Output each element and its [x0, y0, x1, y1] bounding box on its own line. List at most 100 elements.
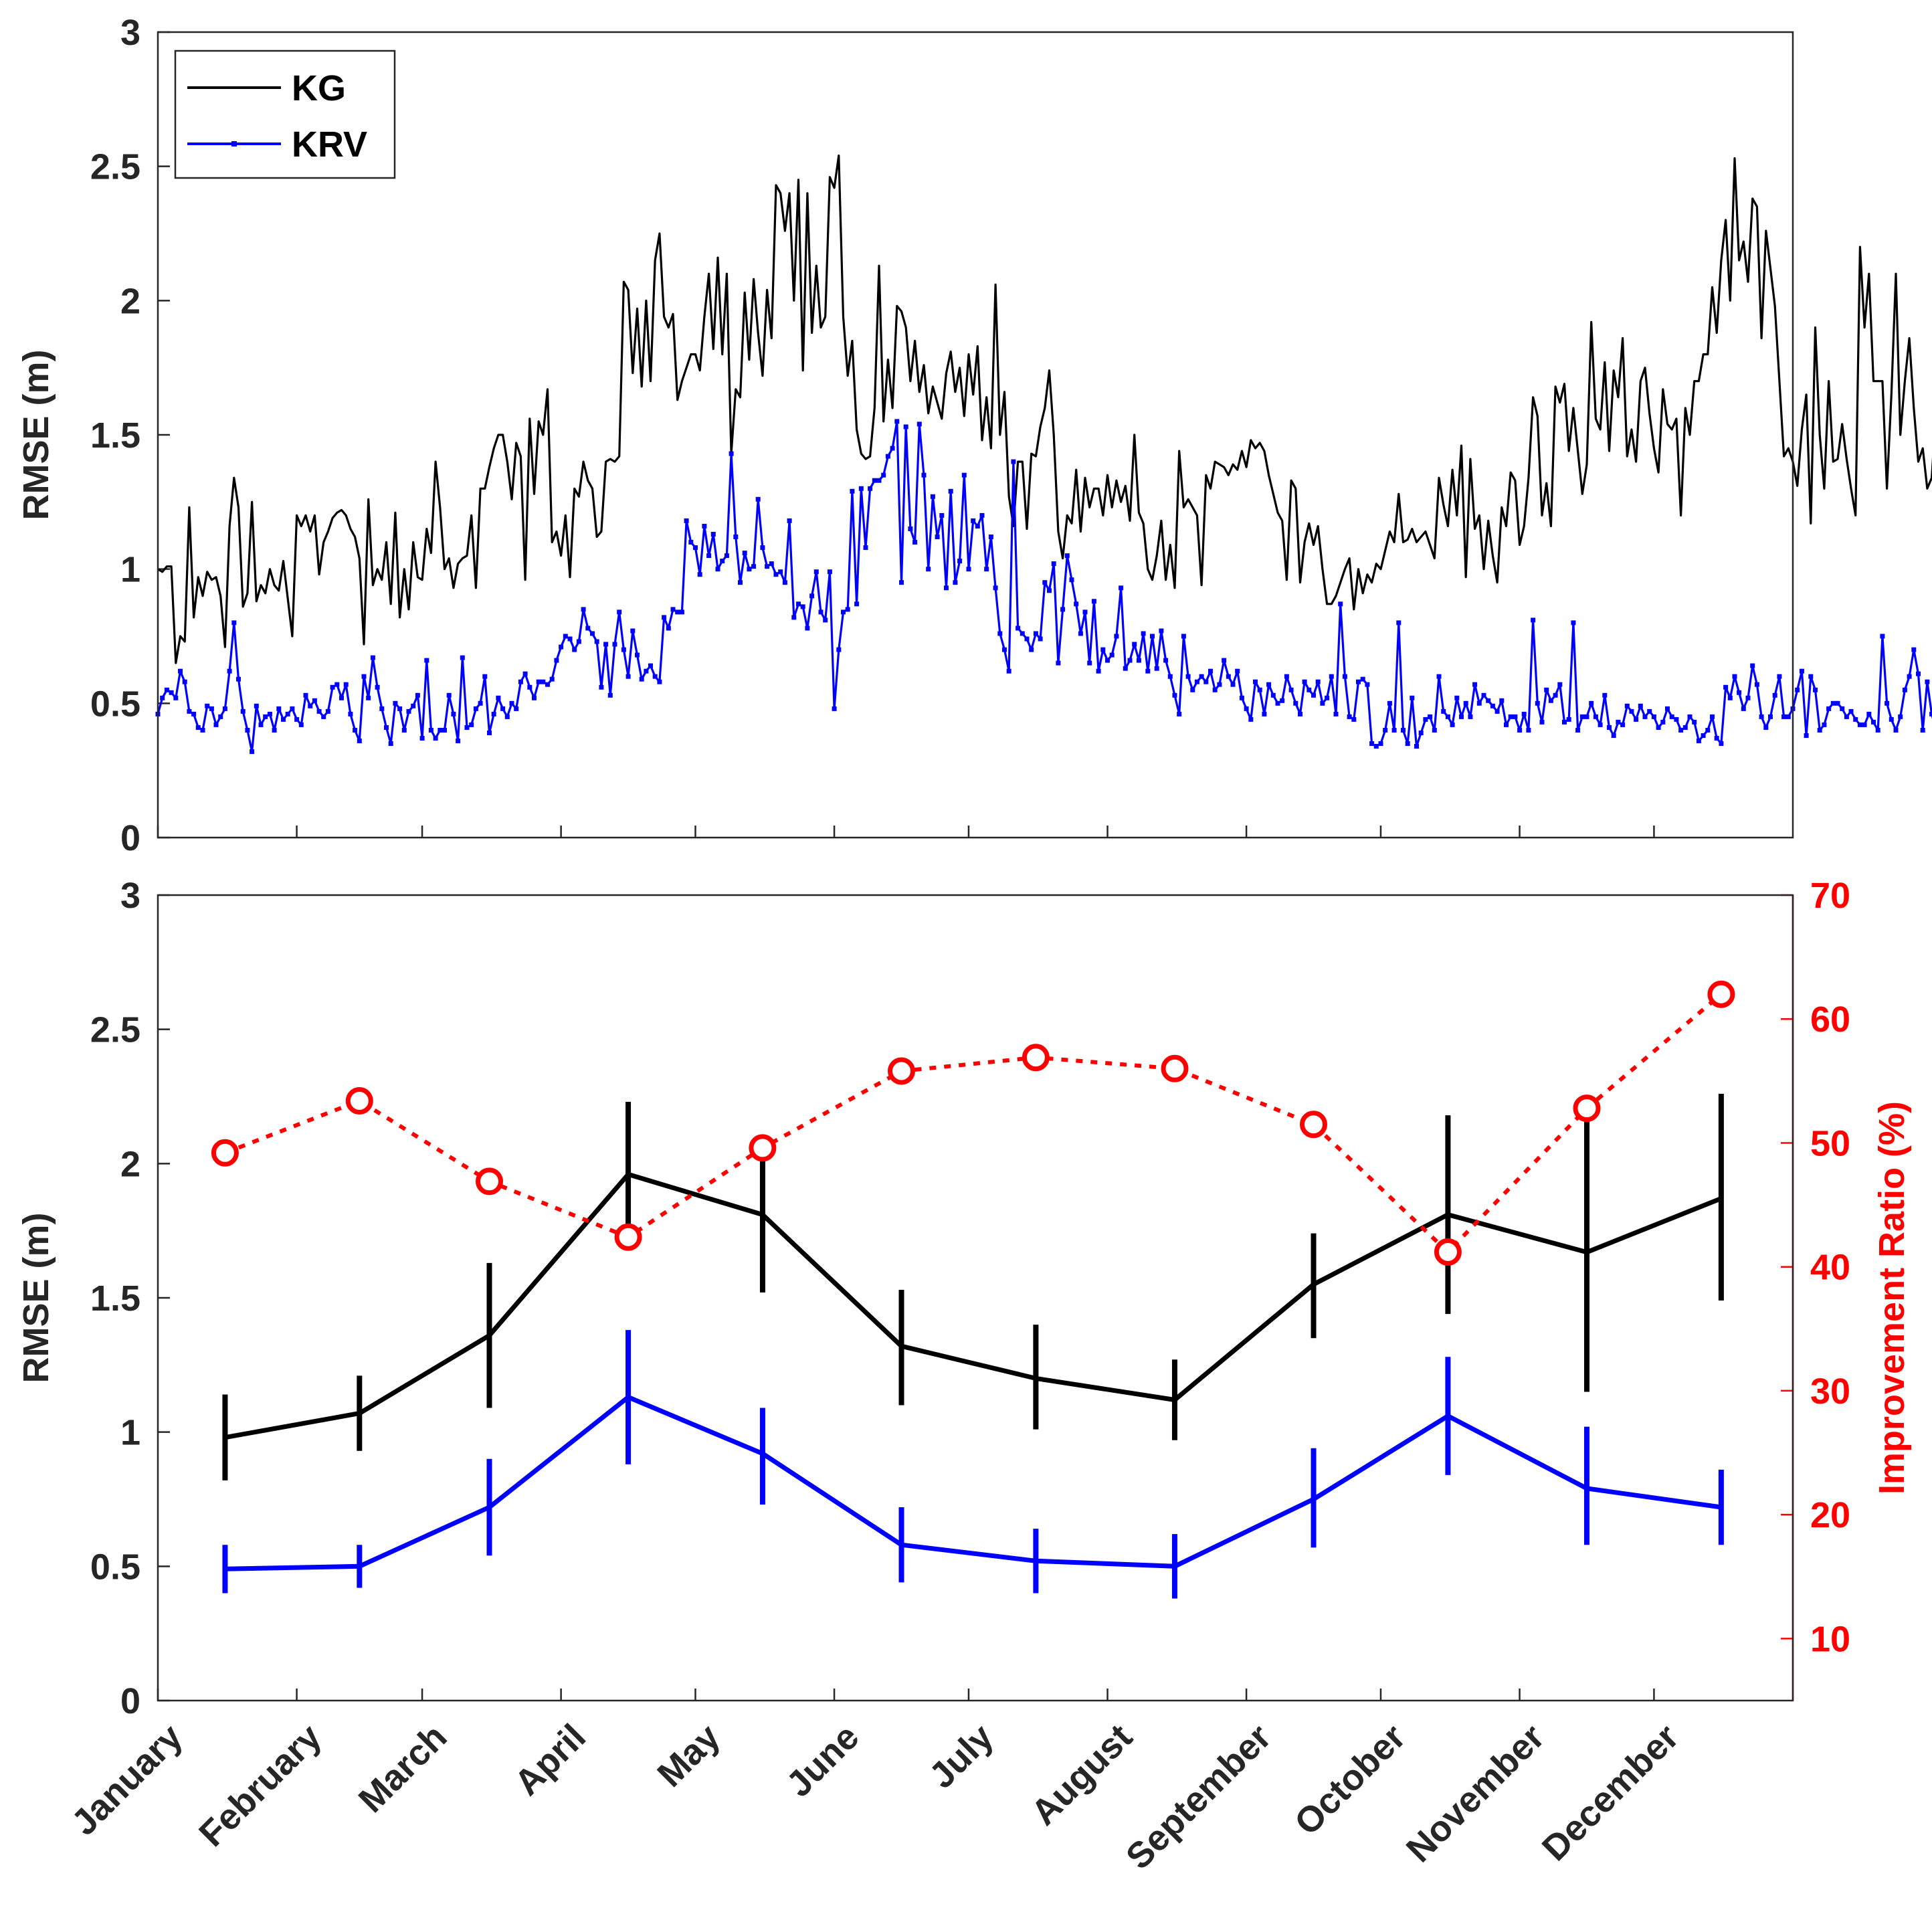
top-y-tick-label: 2: [120, 281, 140, 321]
data-point-krv: [1293, 700, 1298, 706]
data-point-krv: [415, 692, 420, 698]
data-point-krv: [1100, 647, 1106, 652]
data-point-krv: [675, 609, 680, 615]
data-point-krv: [885, 454, 890, 459]
data-point-krv: [1517, 728, 1523, 733]
data-point-krv: [1857, 722, 1862, 727]
data-point-krv: [1598, 722, 1603, 727]
data-point-krv: [1069, 577, 1074, 583]
data-point-krv: [263, 714, 268, 719]
data-point-krv: [1916, 671, 1921, 676]
data-point-krv: [1257, 687, 1262, 692]
data-point-krv: [1074, 601, 1079, 607]
data-point-krv: [1320, 700, 1325, 706]
data-point-krv: [1468, 714, 1473, 719]
data-point-krv: [1325, 695, 1330, 700]
data-point-krv: [169, 690, 174, 695]
data-point-krv: [1096, 668, 1101, 674]
data-point-krv: [1383, 728, 1388, 733]
data-point-krv: [1911, 647, 1917, 652]
data-point-krv: [729, 451, 734, 456]
data-point-krv: [411, 703, 416, 708]
data-point-krv: [1750, 663, 1755, 668]
data-point-krv: [1177, 711, 1182, 716]
data-point-krv: [1307, 687, 1312, 692]
data-point-krv: [1333, 711, 1339, 716]
data-point-krv: [514, 706, 519, 711]
data-point-krv: [1033, 631, 1038, 636]
top-y-tick-label: 0: [120, 818, 140, 858]
data-point-krv: [1024, 636, 1030, 642]
data-point-krv: [509, 700, 514, 706]
data-point-krv: [832, 706, 837, 711]
data-point-krv: [715, 567, 720, 572]
data-point-krv: [1535, 700, 1540, 706]
data-point-krv: [603, 642, 609, 647]
data-point-krv: [1499, 698, 1505, 703]
data-point-krv: [1016, 626, 1021, 631]
data-point-krv: [397, 706, 403, 711]
data-point-krv: [1217, 682, 1222, 687]
data-point-krv: [1298, 711, 1302, 716]
data-point-krv: [1723, 684, 1729, 690]
data-point-krv: [1844, 714, 1849, 719]
data-point-krv: [1907, 674, 1912, 679]
data-point-krv: [348, 711, 353, 716]
data-point-krv: [590, 631, 595, 636]
data-point-krv: [1607, 725, 1612, 730]
data-point-krv: [971, 518, 976, 523]
data-point-krv: [625, 674, 631, 679]
data-point-krv: [908, 526, 913, 531]
data-point-krv: [1705, 728, 1711, 733]
data-point-krv: [1342, 674, 1347, 679]
data-point-krv: [1082, 609, 1088, 615]
data-point-krv: [541, 679, 546, 684]
data-point-krv: [1401, 728, 1406, 733]
data-point-krv: [858, 486, 864, 491]
data-point-krv: [953, 580, 958, 585]
data-point-krv: [1826, 706, 1832, 711]
data-point-krv: [935, 535, 940, 539]
data-point-krv: [1127, 658, 1133, 663]
data-point-krv: [697, 572, 702, 577]
data-point-krv: [545, 682, 550, 687]
data-point-krv: [1029, 647, 1034, 652]
data-point-krv: [1602, 692, 1608, 698]
data-point-krv: [1280, 698, 1285, 703]
data-point-krv: [1119, 585, 1124, 591]
data-point-krv: [182, 679, 187, 684]
data-point-krv: [473, 706, 478, 711]
data-point-krv: [751, 564, 757, 569]
data-point-krv: [755, 496, 761, 502]
data-point-krv: [1866, 711, 1872, 716]
data-point-krv: [1159, 628, 1164, 634]
data-point-krv: [1611, 733, 1616, 738]
bottom-y-tick-label: 2.5: [90, 1010, 140, 1050]
data-point-krv: [195, 725, 201, 730]
data-point-krv: [379, 706, 385, 711]
data-point-krv: [926, 567, 931, 572]
data-point-krv: [424, 658, 429, 663]
data-point-krv: [1414, 744, 1419, 749]
top-plot-frame: [157, 31, 1794, 839]
right-y-tick-label: 10: [1810, 1619, 1850, 1659]
data-point-krv: [782, 580, 787, 585]
top-y-tick-label: 3: [120, 13, 140, 53]
data-point-krv: [1284, 674, 1289, 679]
data-point-krv: [720, 559, 725, 564]
ratio-marker: [1161, 1054, 1189, 1082]
data-point-krv: [1423, 716, 1428, 722]
data-point-krv: [1696, 739, 1701, 743]
data-point-krv: [1481, 692, 1486, 698]
data-point-krv: [899, 580, 904, 585]
data-point-krv: [1123, 666, 1128, 671]
top-y-tick-label: 1.5: [90, 415, 140, 456]
data-point-krv: [487, 731, 492, 735]
data-point-krv: [1531, 617, 1536, 623]
data-point-krv: [988, 535, 993, 539]
data-point-krv: [868, 486, 873, 491]
data-point-krv: [164, 687, 169, 692]
data-point-krv: [961, 472, 967, 478]
data-point-krv: [303, 692, 308, 698]
data-point-krv: [1275, 700, 1280, 706]
